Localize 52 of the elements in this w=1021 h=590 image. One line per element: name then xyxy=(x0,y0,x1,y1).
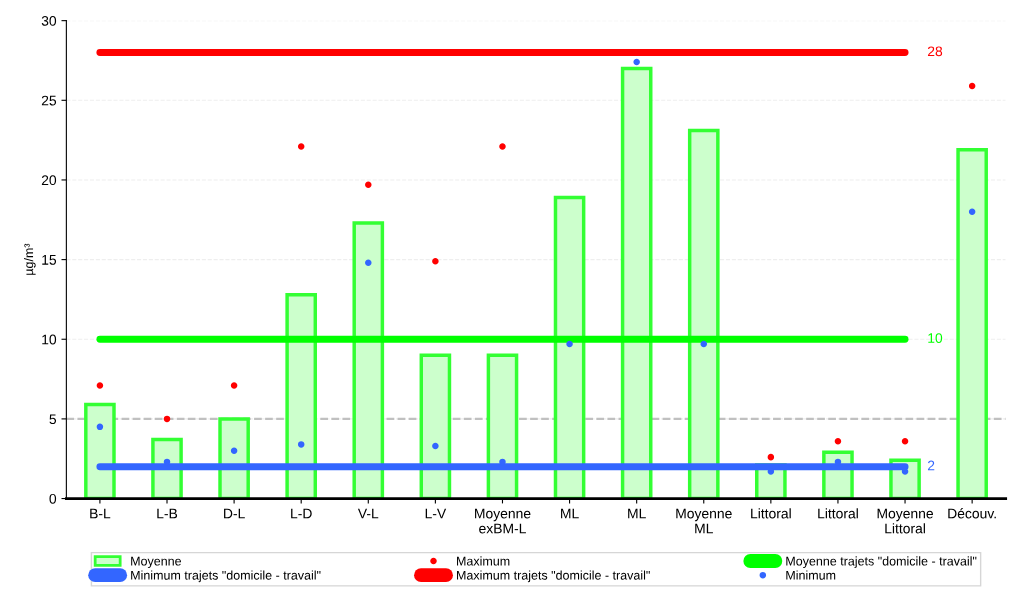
point xyxy=(96,382,104,389)
point xyxy=(700,340,708,348)
point xyxy=(163,415,171,423)
x-tick-label: Littoral xyxy=(818,508,858,519)
y-tick-label: 0 xyxy=(49,493,57,504)
y-tick-label: 25 xyxy=(41,95,57,106)
y-tick-label: 15 xyxy=(42,255,57,265)
x-tick-label: L-V xyxy=(425,508,447,519)
legend-label: Minimum xyxy=(786,570,836,580)
x-tick-label: Moyenne ML xyxy=(676,508,732,534)
legend-label: Moyenne xyxy=(131,556,182,568)
y-tick-label: 5 xyxy=(49,414,57,425)
point xyxy=(834,437,842,445)
x-tick-label: ML xyxy=(628,508,646,519)
point xyxy=(968,82,976,90)
x-tick-label: D-L xyxy=(224,508,245,519)
point xyxy=(767,453,775,461)
x-tick-label: L-D xyxy=(291,508,312,519)
point xyxy=(365,259,372,267)
point xyxy=(297,441,305,448)
point xyxy=(297,143,305,150)
legend-label: Moyenne trajets "domicile - travail" xyxy=(786,556,977,568)
x-tick-label: Littoral xyxy=(751,508,791,519)
point xyxy=(968,208,976,216)
data-label: 28 xyxy=(927,46,943,57)
point xyxy=(901,437,909,445)
y-tick-label: 30 xyxy=(41,15,57,26)
x-tick-label: B-L xyxy=(90,508,111,519)
y-tick-label: 20 xyxy=(41,175,57,186)
y-tick-label: 10 xyxy=(42,334,57,345)
data-label: 10 xyxy=(928,333,943,343)
x-tick-label: L-B xyxy=(157,508,178,519)
point xyxy=(365,181,372,188)
x-tick-label: Moyenne exBM-L xyxy=(475,508,531,534)
point xyxy=(230,382,238,389)
point xyxy=(901,468,909,475)
legend-label: Minimum trajets "domicile - travail" xyxy=(131,570,321,583)
point xyxy=(432,257,439,265)
legend-label: Maximum trajets "domicile - travail" xyxy=(457,570,650,583)
point xyxy=(432,442,439,450)
point xyxy=(230,447,238,455)
point xyxy=(566,340,573,348)
y-axis-title: µg/m³ xyxy=(23,243,36,275)
point xyxy=(96,423,104,431)
x-tick-label: Moyenne Littoral xyxy=(877,508,933,534)
data-label: 2 xyxy=(927,460,935,471)
point xyxy=(633,58,640,66)
point xyxy=(499,143,506,150)
legend-label: Maximum xyxy=(457,556,510,566)
x-tick-label: ML xyxy=(561,508,579,519)
x-tick-label: Découv. xyxy=(948,508,996,519)
x-tick-label: V-L xyxy=(357,508,379,519)
